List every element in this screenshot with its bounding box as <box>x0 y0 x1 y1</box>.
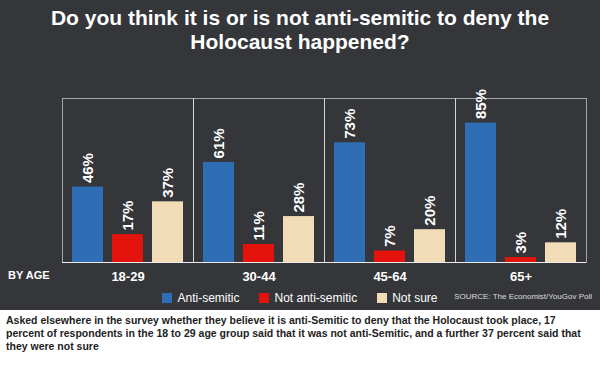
svg-text:45-64: 45-64 <box>373 269 407 284</box>
svg-text:20%: 20% <box>421 196 438 226</box>
svg-text:61%: 61% <box>210 128 227 158</box>
svg-text:11%: 11% <box>250 211 267 240</box>
html-text:Not sure: Not sure <box>392 291 438 305</box>
svg-text:37%: 37% <box>159 168 176 198</box>
svg-text:17%: 17% <box>119 201 136 231</box>
html-text:Anti-semitic: Anti-semitic <box>177 291 240 305</box>
svg-text:73%: 73% <box>341 109 358 139</box>
svg-text:28%: 28% <box>290 183 307 213</box>
svg-text:65+: 65+ <box>510 269 532 284</box>
svg-text:7%: 7% <box>381 225 398 247</box>
html-text:BY AGE: BY AGE <box>8 269 50 281</box>
html-text:SOURCE: The Economist/YouGov P: SOURCE: The Economist/YouGov Poll <box>454 292 592 301</box>
svg-text:3%: 3% <box>512 232 529 254</box>
svg-text:85%: 85% <box>472 89 489 119</box>
svg-text:18-29: 18-29 <box>111 269 144 284</box>
html-text:Do you think it is or is not a: Do you think it is or is not anti-semiti… <box>50 6 550 53</box>
html-text:Asked elsewhere in the survey: Asked elsewhere in the survey whether th… <box>6 314 581 352</box>
html-text:Not anti-semitic: Not anti-semitic <box>274 291 358 305</box>
svg-text:46%: 46% <box>79 153 96 183</box>
svg-text:12%: 12% <box>552 209 569 239</box>
svg-text:30-44: 30-44 <box>242 269 276 284</box>
